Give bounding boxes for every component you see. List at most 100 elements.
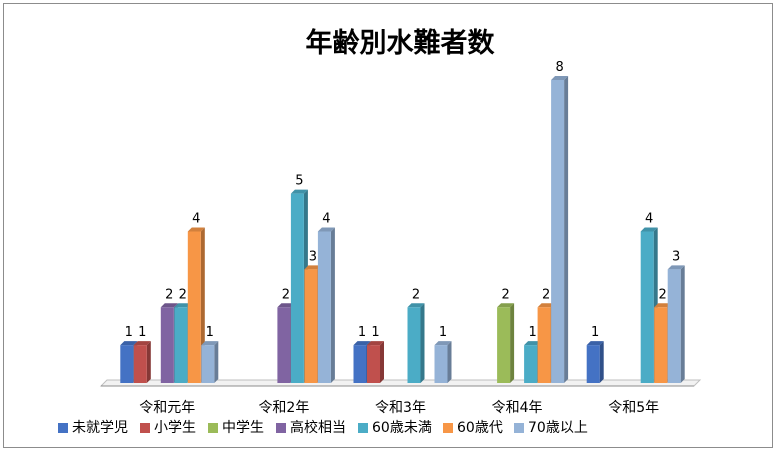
- bar: [434, 341, 452, 383]
- bar-front: [524, 345, 538, 383]
- category-labels: 令和元年 令和2年 令和3年 令和4年 令和5年: [139, 400, 659, 416]
- data-label: 1: [439, 325, 447, 340]
- bar-side: [146, 341, 151, 383]
- bar-top: [586, 341, 604, 346]
- data-label: 1: [371, 325, 379, 340]
- bars: [120, 76, 685, 383]
- category-label: 令和2年: [258, 400, 309, 416]
- bar-front: [654, 307, 668, 383]
- legend-swatch: [443, 423, 453, 433]
- bar: [586, 341, 604, 383]
- bar-front: [667, 269, 681, 383]
- legend-item: 70歳以上: [514, 420, 588, 436]
- bar-side: [380, 341, 384, 383]
- bar-side: [214, 341, 219, 383]
- bar-top: [367, 341, 384, 346]
- legend-swatch: [58, 423, 68, 433]
- category-label: 令和4年: [492, 400, 543, 416]
- bar-top: [304, 265, 322, 270]
- legend-swatch: [514, 423, 524, 433]
- legend-label: 60歳未満: [372, 420, 432, 436]
- legend-swatch: [358, 423, 368, 433]
- bar-front: [640, 231, 654, 383]
- legend-label: 高校相当: [290, 419, 346, 436]
- bar-front: [277, 307, 291, 383]
- bar-top: [434, 341, 452, 346]
- legend-item: 中学生: [208, 420, 264, 436]
- bar-front: [407, 307, 421, 383]
- bar-side: [680, 265, 685, 383]
- bar-top: [497, 303, 515, 308]
- bar-top: [551, 76, 569, 80]
- legend-item: 60歳代: [443, 420, 503, 436]
- data-label: 1: [206, 325, 214, 340]
- bar-front: [586, 345, 600, 383]
- data-label: 2: [412, 287, 420, 302]
- bar-top: [537, 303, 555, 308]
- legend: 未就学児 小学生 中学生 高校相当 60歳未満 60歳代 70歳以上: [58, 419, 588, 436]
- data-label: 4: [645, 212, 653, 227]
- bar-top: [160, 303, 178, 308]
- bar-front: [187, 231, 201, 383]
- bar-front: [133, 345, 147, 383]
- legend-item: 高校相当: [276, 419, 346, 436]
- bar: [551, 76, 569, 383]
- legend-label: 小学生: [154, 420, 196, 436]
- bar: [407, 303, 425, 383]
- bar-side: [330, 227, 335, 383]
- data-label: 5: [295, 174, 303, 189]
- legend-swatch: [208, 423, 218, 433]
- bar: [497, 303, 515, 383]
- bar: [667, 265, 685, 383]
- bar-top: [317, 227, 335, 232]
- legend-label: 中学生: [222, 420, 264, 436]
- data-label: 1: [138, 325, 146, 340]
- data-label: 2: [165, 287, 173, 302]
- data-label: 3: [672, 249, 680, 264]
- bar-top: [667, 265, 685, 270]
- bar-top: [290, 189, 308, 194]
- bar-front: [174, 307, 188, 383]
- chart-title: 年齢別水難者数: [306, 27, 496, 59]
- data-label: 2: [501, 287, 509, 302]
- legend-item: 小学生: [140, 420, 196, 436]
- legend-item: 60歳未満: [358, 420, 432, 436]
- bar-top: [133, 341, 151, 346]
- bar-top: [640, 227, 658, 232]
- bar-top: [120, 341, 138, 346]
- bar-side: [564, 76, 569, 383]
- bar-side: [599, 341, 604, 383]
- bar-front: [201, 345, 215, 383]
- data-label: 2: [542, 287, 550, 302]
- bar: [317, 227, 335, 383]
- bar-front: [497, 307, 511, 383]
- bar-front: [353, 345, 367, 383]
- bar-front: [434, 345, 448, 383]
- bar: [133, 341, 151, 383]
- bar-top: [277, 303, 295, 308]
- legend-item: 未就学児: [58, 420, 128, 436]
- bar-top: [654, 303, 672, 308]
- legend-label: 60歳代: [457, 420, 503, 436]
- bar-top: [201, 341, 219, 346]
- bar-front: [290, 193, 304, 383]
- category-label: 令和元年: [139, 400, 195, 416]
- bar: [367, 341, 384, 383]
- bar-top: [407, 303, 425, 308]
- data-label: 1: [591, 325, 599, 340]
- bar-front: [120, 345, 134, 383]
- data-label: 2: [179, 287, 187, 302]
- category-label: 令和3年: [375, 400, 426, 416]
- legend-swatch: [140, 423, 150, 433]
- data-label: 1: [125, 325, 133, 340]
- bar-side: [510, 303, 515, 383]
- bar-top: [187, 227, 205, 232]
- bar-top: [524, 341, 542, 346]
- bar-front: [551, 80, 565, 383]
- bar-front: [537, 307, 551, 383]
- data-label: 3: [309, 249, 317, 264]
- bar-front: [317, 231, 331, 383]
- data-label: 4: [322, 212, 330, 227]
